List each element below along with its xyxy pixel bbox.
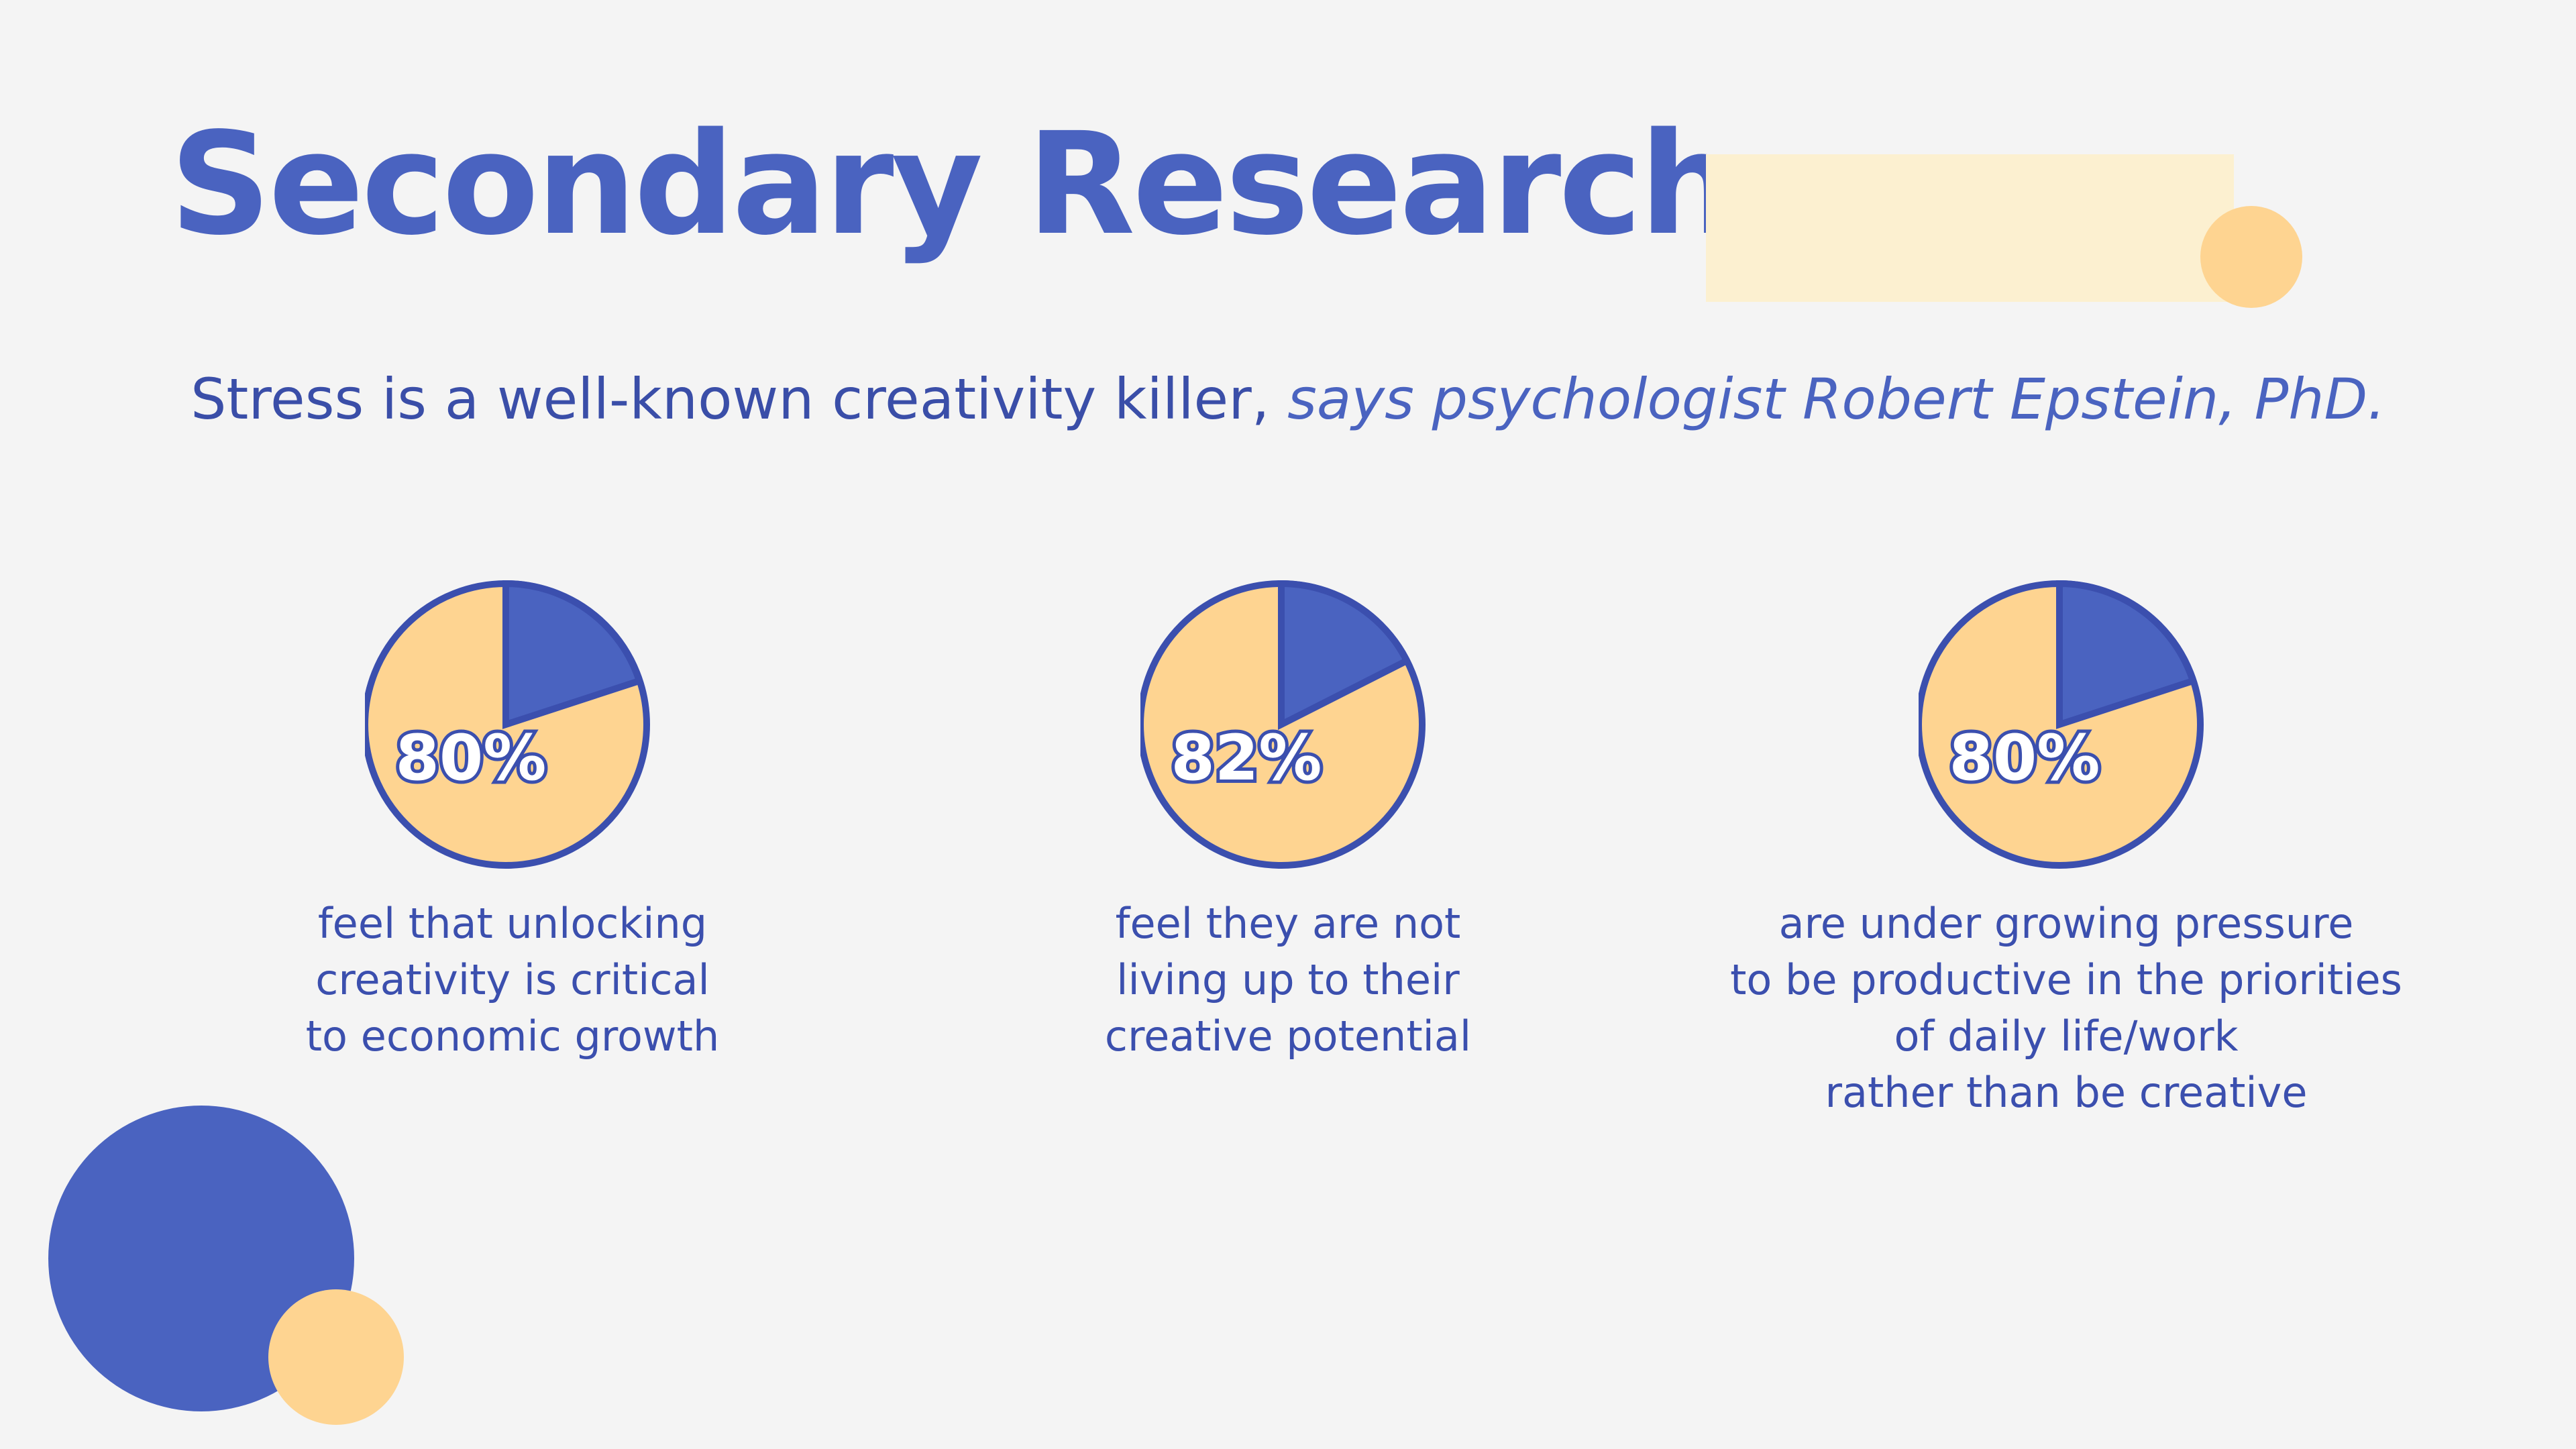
- pie-chart-1: 80%: [365, 580, 650, 869]
- stat-value: 80%: [1949, 722, 2100, 795]
- caption-line: creative potential: [1104, 1012, 1472, 1061]
- quote-lead: Stress is a well-known creativity killer…: [191, 366, 1270, 432]
- quote: Stress is a well-known creativity killer…: [0, 366, 2576, 433]
- quote-attribution: says psychologist Robert Epstein, PhD.: [1287, 366, 2385, 432]
- caption-line: rather than be creative: [1825, 1068, 2308, 1117]
- page-title: Secondary Research: [170, 102, 1739, 266]
- caption-line: to be productive in the priorities: [1730, 955, 2402, 1004]
- decorative-circle-bottom: [268, 1289, 404, 1425]
- pie-chart-2: 82%: [1140, 580, 1426, 869]
- caption-line: to economic growth: [305, 1012, 720, 1061]
- decorative-circle-top: [2200, 206, 2302, 308]
- caption-line: living up to their: [1116, 955, 1460, 1004]
- pie-highlight-slice: [502, 580, 644, 729]
- pie-highlight-slice: [1278, 580, 1411, 731]
- stat-value: 80%: [396, 722, 547, 795]
- caption-line: feel that unlocking: [317, 899, 708, 948]
- caption-line: creativity is critical: [315, 955, 710, 1004]
- pie-chart-3: 80%: [1919, 580, 2204, 869]
- stat-caption-3: are under growing pressure to be product…: [1664, 896, 2469, 1121]
- decorative-rectangle: [1706, 154, 2234, 302]
- caption-line: feel they are not: [1115, 899, 1461, 948]
- stat-value: 82%: [1171, 722, 1322, 795]
- stat-caption-1: feel that unlocking creativity is critic…: [110, 896, 915, 1065]
- caption-line: are under growing pressure: [1778, 899, 2354, 948]
- pie-highlight-slice: [2056, 580, 2198, 729]
- caption-line: of daily life/work: [1894, 1012, 2239, 1061]
- stat-caption-2: feel they are not living up to their cre…: [885, 896, 1690, 1065]
